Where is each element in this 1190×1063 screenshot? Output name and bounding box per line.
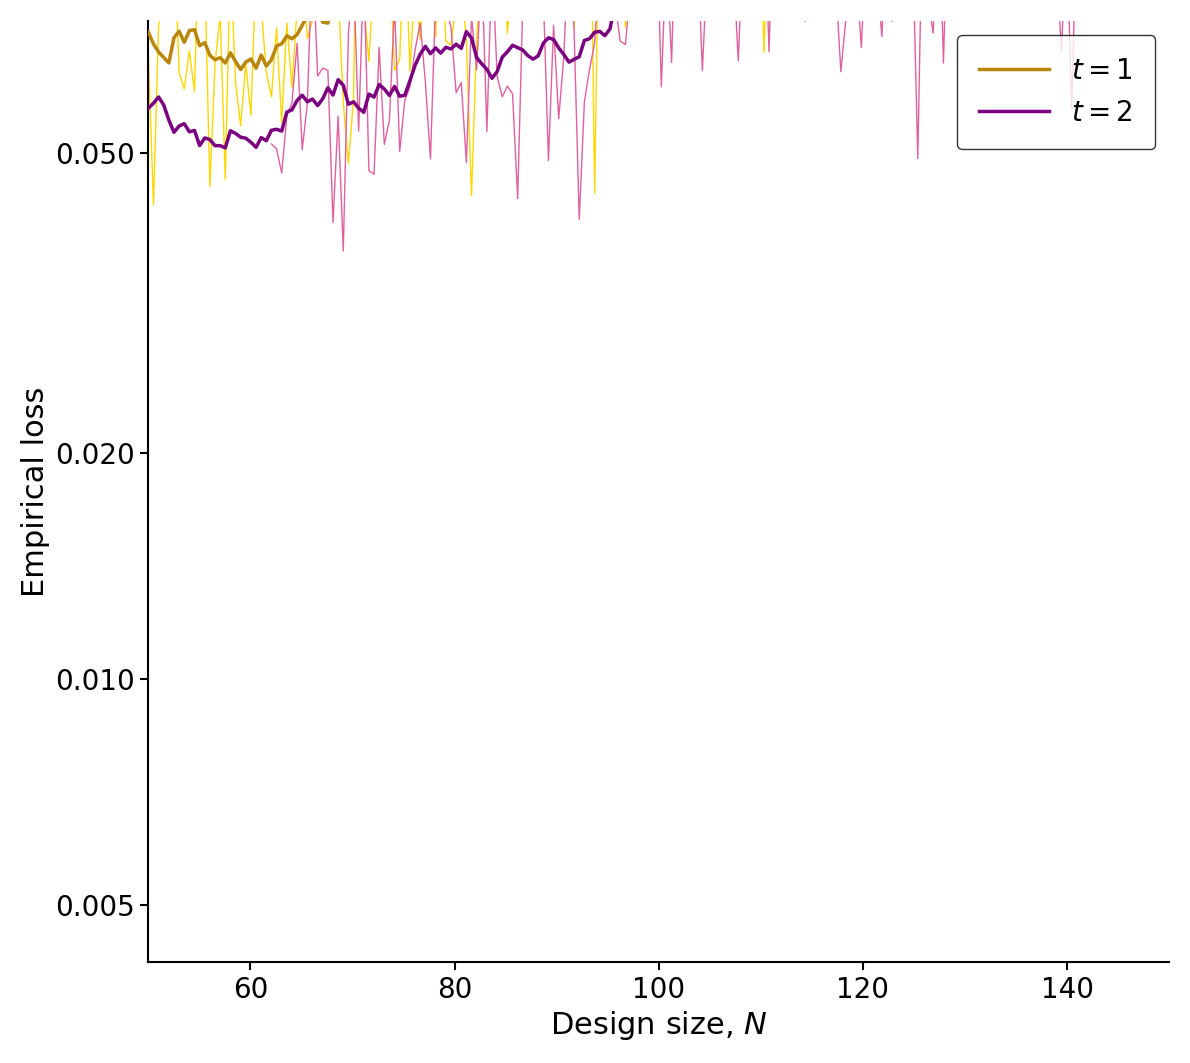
$t = 1$ [202, 49, 217, 62]
$t = 2$ [202, 133, 217, 146]
Line: $t = 1$: $t = 1$ [149, 0, 1169, 69]
$t = 2$ [336, 79, 350, 91]
$t = 1$ [233, 63, 248, 75]
X-axis label: Design size, $N$: Design size, $N$ [550, 1009, 768, 1042]
Y-axis label: Empirical loss: Empirical loss [21, 387, 50, 596]
$t = 1$ [418, 0, 432, 13]
$t = 2$ [182, 125, 196, 138]
Legend: $t = 1$, $t = 2$: $t = 1$, $t = 2$ [957, 35, 1155, 149]
$t = 1$ [182, 24, 196, 37]
$t = 2$ [418, 40, 432, 53]
$t = 1$ [142, 26, 156, 38]
Line: $t = 2$: $t = 2$ [149, 0, 1169, 148]
$t = 1$ [336, 3, 350, 16]
$t = 2$ [142, 102, 156, 115]
$t = 2$ [218, 141, 232, 154]
